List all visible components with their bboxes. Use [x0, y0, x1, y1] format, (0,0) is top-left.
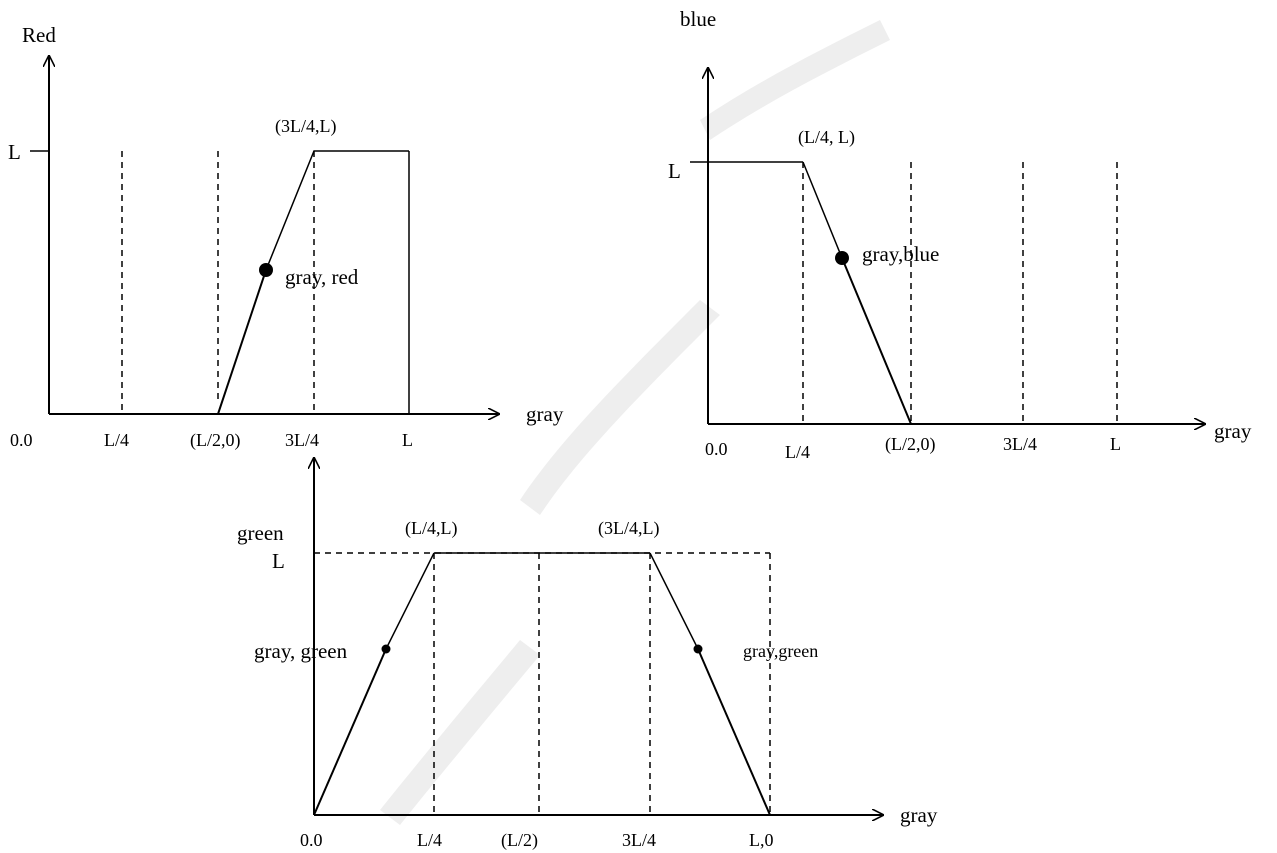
blue-x-axis-label: gray: [1214, 419, 1252, 443]
green-y-tick-label: L: [272, 549, 285, 573]
red-x-tick-label: L/4: [104, 430, 129, 450]
green-point-left: [381, 644, 391, 654]
green-plot: green L (L/4,L) (3L/4,L) gray, green gra…: [237, 458, 938, 851]
blue-x-tick-label: L: [1110, 434, 1121, 454]
red-curve-lower: [217, 269, 267, 415]
watermark: [380, 20, 890, 825]
red-corner-label: (3L/4,L): [275, 116, 336, 137]
green-x-tick-label: 0.0: [300, 830, 323, 850]
green-point-label-left: gray, green: [254, 639, 348, 663]
blue-curve-lower: [841, 257, 912, 425]
red-x-tick-label: (L/2,0): [190, 430, 240, 451]
green-corner-label: (L/4,L): [405, 518, 457, 539]
green-fall-upper: [649, 552, 699, 650]
blue-y-tick-label: L: [668, 159, 681, 183]
green-point-right: [693, 644, 703, 654]
green-x-tick-label: L,0: [749, 830, 774, 850]
green-x-tick-label: L/4: [417, 830, 442, 850]
blue-corner-label: (L/4, L): [798, 127, 855, 148]
watermark-stroke: [700, 20, 890, 140]
watermark-stroke: [520, 300, 720, 515]
blue-x-tick-label: (L/2,0): [885, 434, 935, 455]
green-corner-label: (3L/4,L): [598, 518, 659, 539]
green-fall-lower: [697, 648, 771, 816]
watermark-stroke: [380, 640, 540, 825]
red-y-axis-label: Red: [22, 23, 56, 47]
red-point: [259, 263, 273, 277]
red-x-tick-label: 0.0: [10, 430, 33, 450]
green-x-tick-label: (L/2): [501, 830, 538, 851]
red-point-label: gray, red: [285, 265, 359, 289]
green-y-axis-label: green: [237, 521, 284, 545]
green-x-axis-label: gray: [900, 803, 938, 827]
blue-y-axis-label: blue: [680, 7, 716, 31]
red-plot: Red L (3L/4,L) gray, red gray 0.0 L/4 (L…: [8, 23, 564, 451]
red-x-tick-label: L: [402, 430, 413, 450]
green-rise-upper: [385, 552, 435, 650]
blue-curve-upper: [802, 161, 843, 259]
red-x-axis-label: gray: [526, 402, 564, 426]
green-rise-lower: [313, 648, 387, 816]
blue-x-tick-label: L/4: [785, 442, 810, 462]
green-point-label-right: gray,green: [743, 641, 818, 661]
green-x-tick-label: 3L/4: [622, 830, 656, 850]
blue-x-tick-label: 3L/4: [1003, 434, 1037, 454]
red-y-tick-label: L: [8, 140, 21, 164]
blue-x-tick-label: 0.0: [705, 439, 728, 459]
blue-plot: blue L (L/4, L) gray,blue gray 0.0 L/4 (…: [668, 7, 1252, 462]
blue-point: [835, 251, 849, 265]
red-x-tick-label: 3L/4: [285, 430, 319, 450]
red-curve-upper: [265, 150, 409, 271]
blue-point-label: gray,blue: [862, 242, 939, 266]
